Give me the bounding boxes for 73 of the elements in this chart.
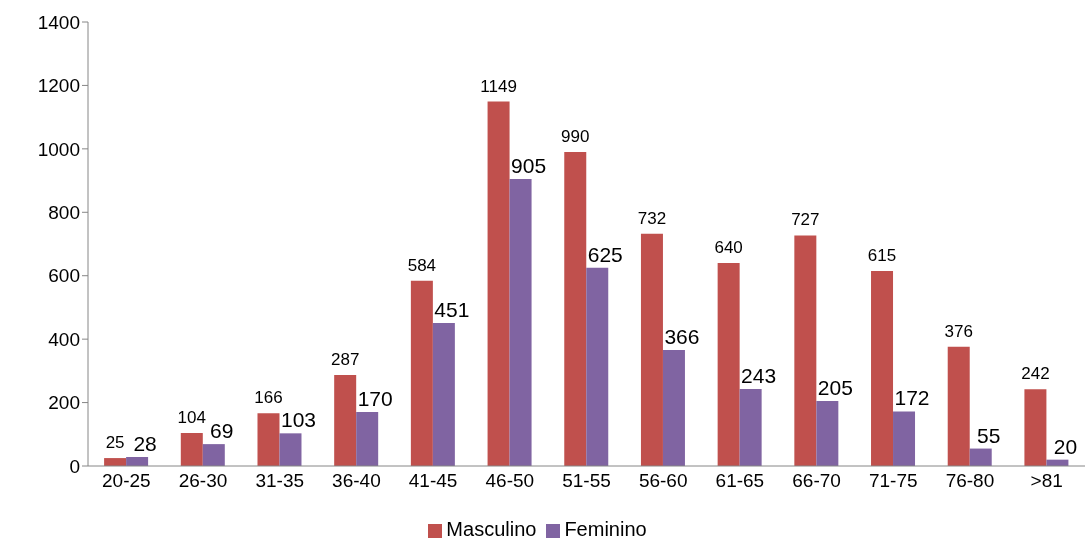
- x-tick-label: 61-65: [715, 470, 765, 492]
- bar: [432, 322, 455, 466]
- data-label: 69: [210, 419, 234, 443]
- data-label: 205: [817, 375, 853, 399]
- data-label: 990: [561, 127, 590, 147]
- bar: [334, 374, 357, 466]
- data-label: 640: [714, 238, 743, 258]
- data-label: 166: [254, 388, 283, 408]
- y-tick-label: 1000: [37, 138, 80, 160]
- bar: [662, 349, 685, 466]
- bar: [947, 346, 970, 466]
- x-tick-label: 66-70: [792, 470, 841, 492]
- x-tick-label: 46-50: [485, 470, 535, 492]
- bar: [564, 152, 587, 466]
- x-tick-label: 71-75: [868, 470, 918, 492]
- data-label: 905: [511, 153, 547, 177]
- data-label: 20: [1053, 434, 1078, 458]
- x-tick-label: 31-35: [255, 470, 305, 492]
- x-tick-label: >81: [1030, 470, 1063, 492]
- x-tick-label: 26-30: [178, 470, 228, 492]
- data-label: 451: [434, 297, 470, 321]
- y-tick-label: 1400: [37, 11, 80, 33]
- bar: [893, 411, 916, 466]
- legend-label: Masculino: [446, 518, 537, 540]
- bar: [1024, 389, 1047, 466]
- data-label: 170: [357, 387, 393, 411]
- data-label: 615: [867, 245, 897, 265]
- x-tick-label: 76-80: [945, 470, 995, 492]
- data-label: 172: [894, 386, 930, 410]
- data-label: 55: [977, 423, 1001, 447]
- x-tick-label: 36-40: [332, 470, 381, 492]
- data-label: 28: [133, 432, 157, 456]
- bar: [410, 280, 433, 466]
- bar: [816, 400, 839, 466]
- data-label: 104: [177, 408, 206, 428]
- data-label: 366: [664, 324, 700, 348]
- bar: [739, 388, 762, 466]
- data-label: 584: [407, 255, 437, 275]
- data-label: 732: [637, 208, 667, 228]
- x-tick-label: 20-25: [102, 470, 151, 492]
- bar: [586, 267, 609, 466]
- data-label: 287: [330, 349, 360, 369]
- data-label: 727: [791, 210, 820, 230]
- bar: [871, 270, 894, 466]
- bar: [794, 235, 817, 466]
- data-label: 243: [741, 363, 777, 387]
- legend-label: Feminino: [564, 518, 647, 540]
- bar: [356, 412, 379, 466]
- y-tick-label: 800: [48, 202, 80, 224]
- x-tick-label: 51-55: [562, 470, 611, 492]
- x-tick-label: 41-45: [408, 470, 458, 492]
- y-tick-label: 1200: [37, 75, 80, 97]
- data-label: 625: [587, 242, 623, 266]
- data-label: 25: [105, 433, 125, 453]
- y-tick-label: 600: [48, 265, 80, 287]
- y-tick-label: 400: [48, 328, 80, 350]
- bar: [487, 101, 510, 466]
- data-label: 1149: [480, 76, 517, 96]
- x-tick-label: 56-60: [638, 470, 688, 492]
- bar: [202, 444, 225, 466]
- bar: [640, 233, 663, 466]
- data-label: 376: [944, 321, 973, 341]
- bar: [279, 433, 302, 466]
- bar: [257, 413, 280, 466]
- data-label: 103: [280, 408, 317, 432]
- bar: [717, 263, 740, 466]
- bar: [509, 178, 532, 466]
- bar: [180, 433, 203, 466]
- bar: [969, 448, 992, 466]
- data-label: 242: [1021, 364, 1050, 384]
- bar: [126, 457, 149, 466]
- y-tick-label: 0: [69, 455, 80, 477]
- y-tick-label: 200: [48, 392, 80, 414]
